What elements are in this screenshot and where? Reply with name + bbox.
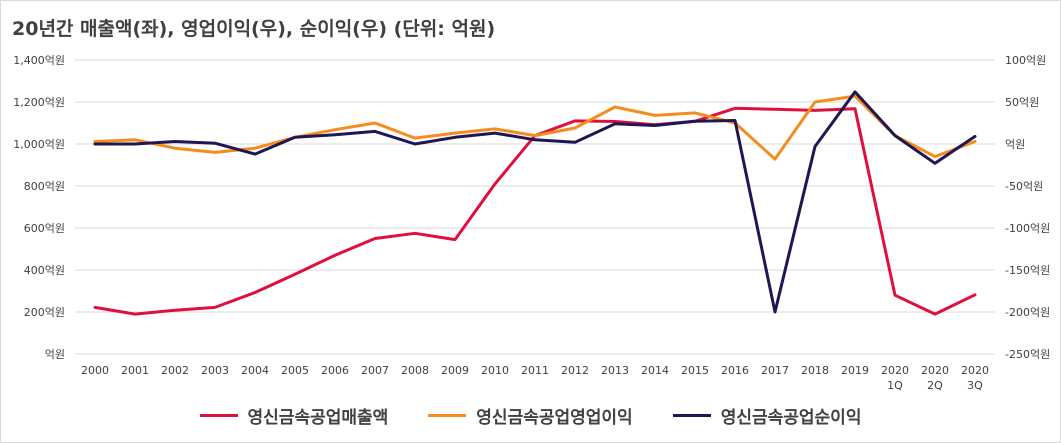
- left-tick-label: 200억원: [24, 306, 65, 319]
- series-line-2: [93, 90, 977, 314]
- x-tick-label: 2007: [361, 364, 389, 377]
- left-tick-label: 1,400억원: [13, 54, 65, 67]
- legend-swatch-operating-profit: [428, 413, 467, 417]
- left-tick-label: 1,200억원: [13, 96, 65, 109]
- right-tick-label: 100억원: [1005, 54, 1046, 67]
- legend-swatch-net-profit: [672, 413, 711, 417]
- legend-item-operating-profit: 영신금속공업영업이익: [428, 403, 633, 428]
- x-tick-label: 2008: [401, 364, 429, 377]
- x-tick-label: 2019: [841, 364, 869, 377]
- series-lines: [93, 90, 977, 316]
- left-axis-ticks: 억원 200억원 400억원 600억원 800억원 1,000억원 1,200억원 1,40…: [13, 54, 65, 361]
- x-tick-label: 2011: [521, 364, 549, 377]
- right-tick-label: -250억원: [1005, 348, 1050, 361]
- x-tick-label: 2001: [121, 364, 149, 377]
- plot-area: 억원 200억원 400억원 600억원 800억원 1,000억원 1,200억원 1,40…: [13, 54, 1050, 392]
- x-tick-label: 2004: [241, 364, 269, 377]
- legend-label-operating-profit: 영신금속공업영업이익: [476, 407, 633, 428]
- chart-title: 20년간 매출액(좌), 영업이익(우), 순이익(우) (단위: 억원): [12, 18, 496, 40]
- legend-item-net-profit: 영신금속공업순이익: [672, 403, 862, 428]
- x-tick-label: 2015: [681, 364, 709, 377]
- x-tick-label: 2018: [801, 364, 829, 377]
- left-tick-label: 억원: [45, 348, 65, 361]
- right-tick-label: -200억원: [1005, 306, 1050, 319]
- x-tick-label: 2013: [601, 364, 629, 377]
- x-tick-label: 2017: [761, 364, 789, 377]
- x-tick-label: 2005: [281, 364, 309, 377]
- x-tick-label: 2020 2Q: [921, 364, 949, 392]
- right-tick-label: -150억원: [1005, 264, 1050, 277]
- legend-label-sales: 영신금속공업매출액: [247, 407, 389, 428]
- legend: 영신금속공업매출액 영신금속공업영업이익 영신금속공업순이익: [0, 400, 1061, 430]
- series-line-1: [93, 94, 977, 161]
- x-tick-label: 2020 3Q: [961, 364, 989, 392]
- x-tick-label: 2016: [721, 364, 749, 377]
- x-tick-label: 2014: [641, 364, 669, 377]
- x-tick-label: 2006: [321, 364, 349, 377]
- x-tick-label: 2003: [201, 364, 229, 377]
- right-tick-label: -50억원: [1005, 180, 1043, 193]
- left-tick-label: 400억원: [24, 264, 65, 277]
- x-tick-label: 2012: [561, 364, 589, 377]
- right-tick-label: 50억원: [1005, 96, 1039, 109]
- left-tick-label: 600억원: [24, 222, 65, 235]
- gridlines: [75, 59, 995, 355]
- left-tick-label: 800억원: [24, 180, 65, 193]
- x-tick-label: 2009: [441, 364, 469, 377]
- right-tick-label: 억원: [1005, 138, 1025, 151]
- legend-swatch-sales: [199, 413, 238, 417]
- legend-label-net-profit: 영신금속공업순이익: [720, 407, 862, 428]
- x-tick-label: 2000: [81, 364, 109, 377]
- right-axis-ticks: -250억원 -200억원 -150억원 -100억원 -50억원 억원 50억원 100억원: [1005, 54, 1050, 361]
- x-axis-ticks: 2000 2001 2002 2003 2004 2005 2006 2007 2008 2009…: [81, 364, 989, 392]
- x-tick-label: 2010: [481, 364, 509, 377]
- x-tick-label: 2020 1Q: [881, 364, 909, 392]
- right-tick-label: -100억원: [1005, 222, 1050, 235]
- legend-item-sales: 영신금속공업매출액: [199, 403, 389, 428]
- x-tick-label: 2002: [161, 364, 189, 377]
- left-tick-label: 1,000억원: [13, 138, 65, 151]
